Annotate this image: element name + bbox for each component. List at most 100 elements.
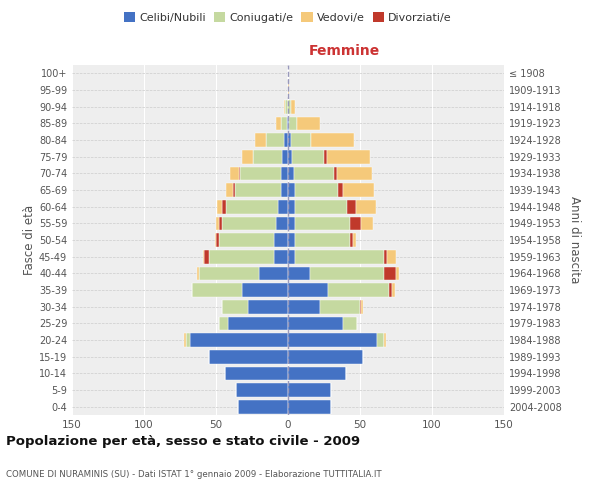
Bar — [288, 350, 363, 364]
Bar — [259, 266, 288, 280]
Bar — [282, 150, 288, 164]
Bar — [291, 100, 295, 114]
Bar — [235, 183, 281, 197]
Bar — [277, 216, 288, 230]
Bar — [392, 283, 395, 297]
Bar — [343, 316, 357, 330]
Bar — [295, 183, 338, 197]
Bar — [288, 133, 291, 147]
Bar — [242, 150, 253, 164]
Bar — [226, 183, 233, 197]
Bar — [337, 166, 371, 180]
Bar — [288, 316, 343, 330]
Bar — [241, 166, 281, 180]
Bar — [277, 116, 281, 130]
Bar — [311, 133, 354, 147]
Bar — [288, 216, 295, 230]
Bar — [295, 200, 347, 213]
Bar — [284, 100, 285, 114]
Bar — [327, 150, 370, 164]
Bar — [388, 250, 396, 264]
Bar — [361, 300, 363, 314]
Bar — [360, 300, 361, 314]
Bar — [222, 300, 248, 314]
Bar — [219, 233, 274, 247]
Bar — [389, 283, 392, 297]
Y-axis label: Fasce di età: Fasce di età — [23, 205, 36, 275]
Bar — [295, 250, 385, 264]
Bar — [334, 166, 337, 180]
Bar — [191, 283, 242, 297]
Bar — [295, 233, 350, 247]
Bar — [190, 333, 288, 347]
Legend: Celibi/Nubili, Coniugati/e, Vedovi/e, Divorziati/e: Celibi/Nubili, Coniugati/e, Vedovi/e, Di… — [120, 8, 456, 28]
Bar — [343, 183, 374, 197]
Bar — [294, 166, 334, 180]
Bar — [239, 166, 241, 180]
Bar — [209, 350, 288, 364]
Text: COMUNE DI NURAMINIS (SU) - Dati ISTAT 1° gennaio 2009 - Elaborazione TUTTITALIA.: COMUNE DI NURAMINIS (SU) - Dati ISTAT 1°… — [6, 470, 382, 479]
Bar — [224, 366, 288, 380]
Bar — [222, 216, 277, 230]
Bar — [230, 166, 239, 180]
Bar — [215, 233, 216, 247]
Bar — [288, 200, 295, 213]
Bar — [287, 116, 288, 130]
Bar — [255, 133, 266, 147]
Bar — [233, 183, 235, 197]
Bar — [361, 216, 373, 230]
Bar — [288, 233, 295, 247]
Bar — [288, 283, 328, 297]
Bar — [186, 333, 190, 347]
Bar — [385, 266, 396, 280]
Bar — [291, 133, 311, 147]
Bar — [219, 216, 222, 230]
Bar — [396, 266, 399, 280]
Bar — [227, 316, 288, 330]
Bar — [285, 100, 288, 114]
Bar — [338, 183, 343, 197]
Bar — [266, 133, 284, 147]
Bar — [296, 116, 320, 130]
Bar — [288, 266, 310, 280]
Bar — [288, 333, 377, 347]
Bar — [222, 200, 226, 213]
Text: Popolazione per età, sesso e stato civile - 2009: Popolazione per età, sesso e stato civil… — [6, 435, 360, 448]
Bar — [219, 316, 227, 330]
Bar — [288, 300, 320, 314]
Bar — [288, 100, 291, 114]
Bar — [238, 400, 288, 413]
Bar — [284, 133, 288, 147]
Bar — [216, 233, 219, 247]
Bar — [288, 183, 295, 197]
Bar — [288, 166, 294, 180]
Bar — [281, 116, 287, 130]
Bar — [248, 300, 288, 314]
Bar — [199, 266, 259, 280]
Bar — [356, 200, 376, 213]
Bar — [350, 233, 353, 247]
Bar — [281, 166, 288, 180]
Bar — [288, 400, 331, 413]
Bar — [184, 333, 186, 347]
Bar — [295, 216, 350, 230]
Bar — [288, 150, 292, 164]
Bar — [217, 200, 222, 213]
Bar — [288, 383, 331, 397]
Bar — [328, 283, 389, 297]
Bar — [209, 250, 274, 264]
Bar — [216, 216, 219, 230]
Text: Femmine: Femmine — [308, 44, 380, 58]
Bar — [253, 150, 282, 164]
Bar — [288, 250, 295, 264]
Bar — [242, 283, 288, 297]
Bar — [288, 83, 289, 97]
Bar — [353, 233, 356, 247]
Bar — [203, 250, 205, 264]
Bar — [226, 200, 278, 213]
Bar — [385, 333, 386, 347]
Bar — [347, 200, 356, 213]
Bar — [310, 266, 385, 280]
Bar — [289, 116, 296, 130]
Bar — [205, 250, 209, 264]
